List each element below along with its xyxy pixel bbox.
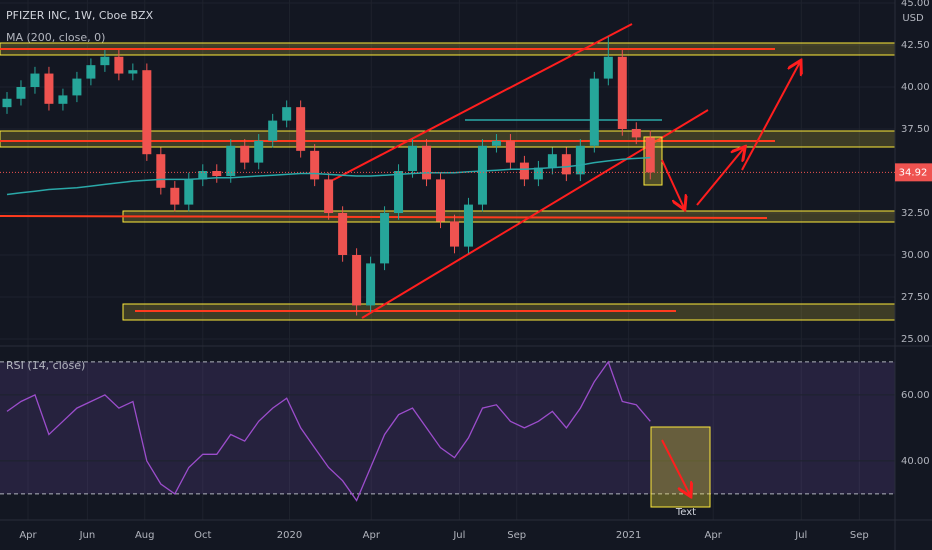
candle-body bbox=[631, 129, 641, 138]
candle-body bbox=[408, 145, 418, 171]
y-tick-label: 25.00 bbox=[901, 334, 930, 345]
drawings bbox=[0, 23, 896, 321]
y-tick-label: 37.50 bbox=[901, 124, 930, 135]
chart-title: PFIZER INC, 1W, Cboe BZX bbox=[6, 9, 154, 22]
candle-body bbox=[268, 120, 278, 141]
candle-body bbox=[380, 213, 390, 264]
candle-body bbox=[16, 87, 26, 99]
candle-body bbox=[198, 171, 208, 180]
x-tick-label: Jun bbox=[79, 530, 96, 541]
candle-body bbox=[645, 137, 655, 173]
candle-body bbox=[477, 145, 487, 205]
candle-body bbox=[617, 56, 627, 130]
arrow bbox=[661, 159, 684, 208]
last-price-tag bbox=[895, 163, 932, 182]
candle-body bbox=[58, 95, 68, 104]
x-tick-label: Sep bbox=[507, 530, 526, 541]
candle-body bbox=[184, 179, 194, 205]
candle-body bbox=[86, 65, 96, 79]
candle-body bbox=[2, 98, 12, 108]
candle-body bbox=[575, 145, 585, 175]
arrow bbox=[661, 439, 690, 495]
candle-body bbox=[533, 167, 543, 180]
candle-body bbox=[561, 154, 571, 175]
x-tick-label: 2020 bbox=[277, 530, 302, 541]
candle-body bbox=[30, 73, 40, 87]
candle-body bbox=[240, 145, 250, 163]
candle-body bbox=[338, 213, 348, 255]
last-price-label: 34.92 bbox=[899, 167, 928, 178]
x-tick-label: Jul bbox=[794, 530, 807, 541]
candle-body bbox=[100, 56, 110, 66]
rsi-band bbox=[0, 361, 895, 494]
indicator-legend: MA (200, close, 0) bbox=[6, 31, 105, 44]
candle-body bbox=[156, 154, 166, 188]
x-tick-label: Jul bbox=[452, 530, 465, 541]
candle-body bbox=[519, 162, 529, 180]
candle-body bbox=[463, 204, 473, 247]
x-tick-label: 2021 bbox=[616, 530, 641, 541]
candle-body bbox=[324, 179, 334, 213]
candle-body bbox=[505, 140, 515, 163]
candle-body bbox=[128, 70, 138, 74]
x-tick-label: Oct bbox=[194, 530, 211, 541]
candle-body bbox=[142, 70, 152, 155]
candle-body bbox=[603, 56, 613, 79]
y-tick-label: 42.50 bbox=[901, 40, 930, 51]
y-tick-label: 40.00 bbox=[901, 82, 930, 93]
candle-body bbox=[449, 221, 459, 247]
x-tick-label: Apr bbox=[705, 530, 723, 541]
candle-body bbox=[589, 78, 599, 146]
zone bbox=[650, 426, 711, 508]
candle-body bbox=[366, 263, 376, 306]
rsi-legend: RSI (14, close) bbox=[6, 359, 85, 372]
rsi-line bbox=[6, 360, 651, 502]
candle-body bbox=[254, 140, 264, 163]
arrow bbox=[696, 148, 744, 206]
x-tick-label: Apr bbox=[19, 530, 37, 541]
ma-line bbox=[6, 156, 651, 196]
candle-body bbox=[547, 154, 557, 168]
rsi-drawings: Text bbox=[650, 426, 711, 518]
candle-body bbox=[352, 255, 362, 306]
currency: USD bbox=[902, 13, 924, 24]
candle-body bbox=[114, 56, 124, 74]
candle-body bbox=[310, 150, 320, 180]
trend-line bbox=[332, 23, 633, 181]
candle-body bbox=[44, 73, 54, 104]
rsi-tick-label: 60.00 bbox=[901, 390, 930, 401]
x-tick-label: Apr bbox=[363, 530, 381, 541]
y-tick-label: 27.50 bbox=[901, 292, 930, 303]
candle-body bbox=[296, 107, 306, 151]
x-tick-label: Aug bbox=[135, 530, 155, 541]
candle-body bbox=[394, 171, 404, 213]
candle-body bbox=[422, 145, 432, 180]
candle-body bbox=[170, 187, 180, 205]
candle-body bbox=[436, 179, 446, 222]
candle-body bbox=[212, 171, 222, 177]
x-tick-label: Sep bbox=[850, 530, 869, 541]
y-tick-label: 32.50 bbox=[901, 208, 930, 219]
candle-body bbox=[491, 140, 501, 146]
y-tick-label: 30.00 bbox=[901, 250, 930, 261]
marks bbox=[0, 36, 895, 502]
rsi-tick-label: 40.00 bbox=[901, 456, 930, 467]
arrow bbox=[741, 62, 800, 171]
candle-body bbox=[226, 145, 236, 177]
annotation: Text bbox=[675, 507, 696, 518]
candle-body bbox=[282, 107, 292, 121]
candle-body bbox=[72, 78, 82, 96]
y-tick-label: 45.00 bbox=[901, 0, 930, 9]
